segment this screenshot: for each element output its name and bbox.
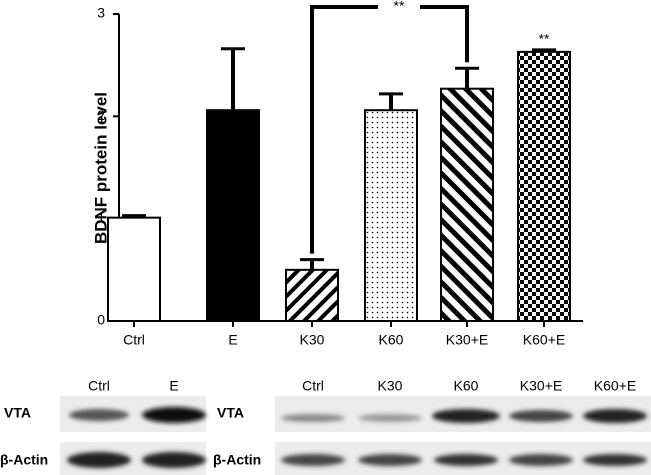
lane-label: K30+E [520,378,562,394]
lane-label: K60+E [594,378,636,394]
row-label: β-Actin [213,452,261,468]
lane-label: K30 [378,378,403,394]
bracket-gap [378,0,420,14]
row-label: β-Actin [0,452,48,468]
lane-label: Ctrl [302,378,324,394]
significance-label: ** [394,0,405,14]
row-label: VTA [217,405,244,421]
bar [440,87,494,322]
x-tick-label: K60+E [523,332,565,348]
lane-label: E [169,378,178,394]
y-tick-label: 0 [97,312,105,328]
x-tick-label: Ctrl [123,332,145,348]
y-axis-label: BDNF protein level [91,92,110,244]
row-label: VTA [4,405,31,421]
lane-label: K60 [454,378,479,394]
y-tick-label: 1 [97,209,105,225]
lane-label: Ctrl [88,378,110,394]
y-tick-label: 2 [97,107,105,123]
x-tick-label: E [228,332,237,348]
x-tick-label: K30 [300,332,325,348]
bar [517,50,571,322]
significance-label: ** [539,31,550,47]
y-tick-label: 3 [97,5,105,21]
x-tick-label: K60 [379,332,404,348]
blot-bands [67,407,647,468]
bar [285,268,339,323]
bar [206,109,260,323]
bar [107,216,161,322]
x-tick-label: K30+E [446,332,488,348]
bar [364,109,418,323]
